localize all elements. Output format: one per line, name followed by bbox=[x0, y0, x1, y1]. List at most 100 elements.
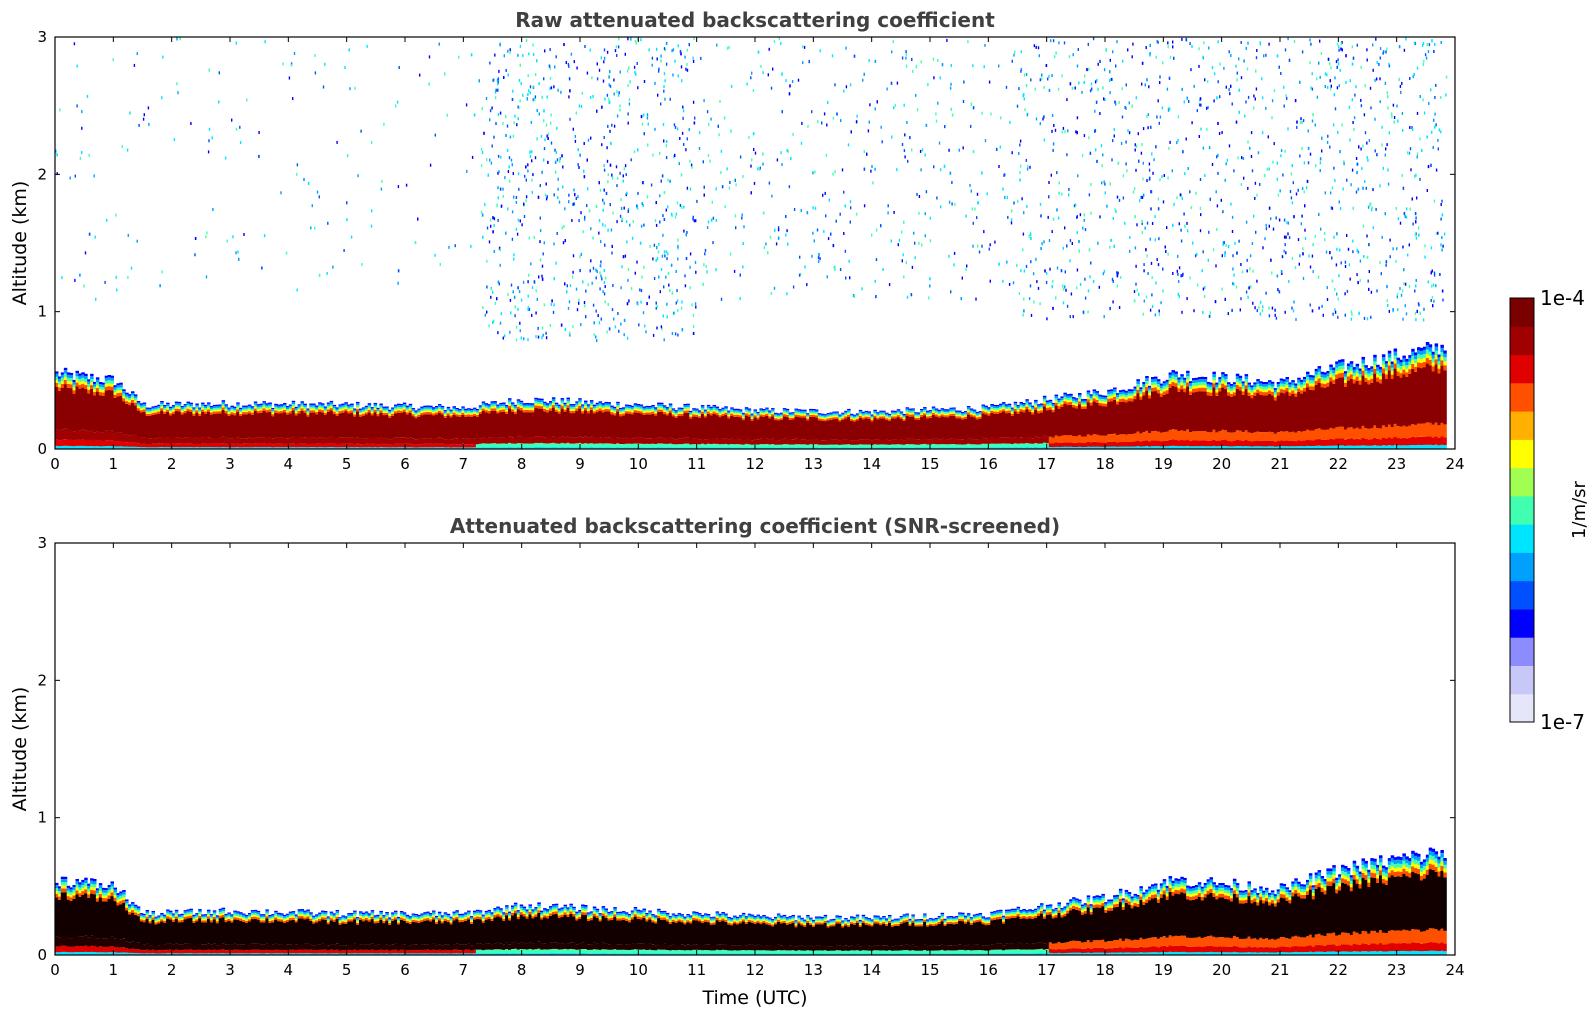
layer-cell bbox=[1434, 422, 1439, 437]
layer-cell bbox=[572, 407, 576, 409]
layer-cell bbox=[1387, 357, 1392, 362]
layer-cell bbox=[774, 447, 778, 449]
layer-cell bbox=[826, 444, 831, 448]
layer-cell bbox=[560, 442, 565, 447]
layer-cell bbox=[1092, 434, 1097, 442]
noise-point bbox=[620, 207, 623, 210]
layer-cell bbox=[75, 386, 79, 430]
layer-cell bbox=[537, 404, 541, 406]
layer-cell bbox=[426, 405, 430, 407]
layer-cell bbox=[589, 403, 594, 406]
layer-cell bbox=[1227, 389, 1231, 393]
layer-cell bbox=[1367, 445, 1371, 449]
layer-cell bbox=[511, 402, 515, 404]
layer-cell bbox=[838, 444, 842, 448]
layer-cell bbox=[543, 447, 547, 449]
layer-cell bbox=[572, 404, 576, 406]
layer-cell bbox=[940, 416, 945, 439]
layer-cell bbox=[470, 408, 474, 410]
noise-point bbox=[1154, 313, 1157, 317]
noise-point bbox=[1215, 190, 1217, 194]
layer-cell bbox=[572, 437, 576, 444]
layer-cell bbox=[183, 407, 188, 410]
noise-point bbox=[674, 59, 676, 63]
layer-cell bbox=[1346, 380, 1351, 428]
layer-cell bbox=[1308, 383, 1313, 387]
layer-cell bbox=[1381, 437, 1386, 446]
layer-cell bbox=[750, 417, 755, 419]
layer-cell bbox=[861, 411, 866, 413]
noise-point bbox=[1153, 158, 1155, 162]
noise-point bbox=[797, 78, 800, 82]
layer-cell bbox=[361, 413, 366, 416]
noise-point bbox=[620, 286, 622, 290]
noise-point bbox=[1309, 38, 1311, 42]
layer-cell bbox=[1235, 430, 1240, 440]
noise-point bbox=[675, 270, 677, 273]
layer-cell bbox=[490, 404, 494, 407]
layer-cell bbox=[759, 416, 763, 439]
noise-point bbox=[555, 55, 557, 59]
layer-cell bbox=[1192, 378, 1196, 381]
layer-cell bbox=[247, 407, 252, 410]
layer-cell bbox=[309, 447, 313, 449]
noise-point bbox=[115, 213, 117, 217]
layer-cell bbox=[686, 437, 690, 444]
layer-cell bbox=[1373, 437, 1377, 446]
layer-cell bbox=[1294, 383, 1298, 386]
layer-cell bbox=[75, 376, 79, 380]
layer-cell bbox=[981, 437, 985, 444]
layer-cell bbox=[1294, 446, 1298, 449]
noise-point bbox=[1222, 210, 1224, 214]
layer-cell bbox=[566, 446, 570, 449]
layer-cell bbox=[817, 413, 822, 415]
noise-point bbox=[659, 290, 661, 294]
layer-cell bbox=[493, 406, 497, 409]
layer-cell bbox=[265, 437, 269, 444]
layer-cell bbox=[1083, 447, 1088, 449]
noise-point bbox=[905, 56, 907, 60]
noise-point bbox=[615, 45, 618, 49]
layer-cell bbox=[1016, 408, 1021, 410]
layer-cell bbox=[250, 406, 255, 408]
layer-cell bbox=[55, 439, 59, 446]
layer-cell bbox=[753, 413, 757, 416]
layer-cell bbox=[540, 398, 544, 401]
layer-cell bbox=[861, 444, 866, 448]
layer-cell bbox=[858, 444, 863, 448]
layer-cell bbox=[528, 408, 532, 411]
layer-cell bbox=[1165, 379, 1170, 382]
layer-cell bbox=[142, 437, 147, 444]
layer-cell bbox=[1200, 381, 1205, 385]
layer-cell bbox=[505, 409, 509, 412]
layer-cell bbox=[876, 413, 880, 415]
layer-cell bbox=[952, 438, 956, 444]
layer-cell bbox=[131, 399, 135, 403]
layer-cell bbox=[303, 410, 307, 413]
layer-cell bbox=[1376, 438, 1380, 446]
layer-cell bbox=[668, 443, 673, 448]
layer-cell bbox=[1151, 382, 1155, 385]
layer-cell bbox=[288, 405, 293, 408]
layer-cell bbox=[797, 417, 801, 439]
layer-cell bbox=[1072, 400, 1076, 403]
noise-point bbox=[239, 125, 241, 129]
layer-cell bbox=[142, 403, 147, 406]
layer-cell bbox=[844, 410, 848, 412]
layer-cell bbox=[1294, 441, 1298, 447]
layer-cell bbox=[1034, 436, 1038, 444]
layer-cell bbox=[1241, 383, 1246, 387]
layer-cell bbox=[256, 413, 261, 438]
layer-cell bbox=[952, 407, 956, 409]
layer-cell bbox=[686, 408, 690, 411]
layer-cell bbox=[972, 447, 977, 449]
layer-cell bbox=[467, 438, 471, 445]
layer-cell bbox=[841, 415, 845, 417]
layer-cell bbox=[1130, 434, 1135, 442]
layer-cell bbox=[1171, 439, 1175, 446]
noise-point bbox=[529, 85, 532, 89]
layer-cell bbox=[93, 383, 97, 387]
layer-cell bbox=[1384, 445, 1389, 449]
layer-cell bbox=[399, 443, 404, 448]
noise-point bbox=[486, 259, 488, 263]
